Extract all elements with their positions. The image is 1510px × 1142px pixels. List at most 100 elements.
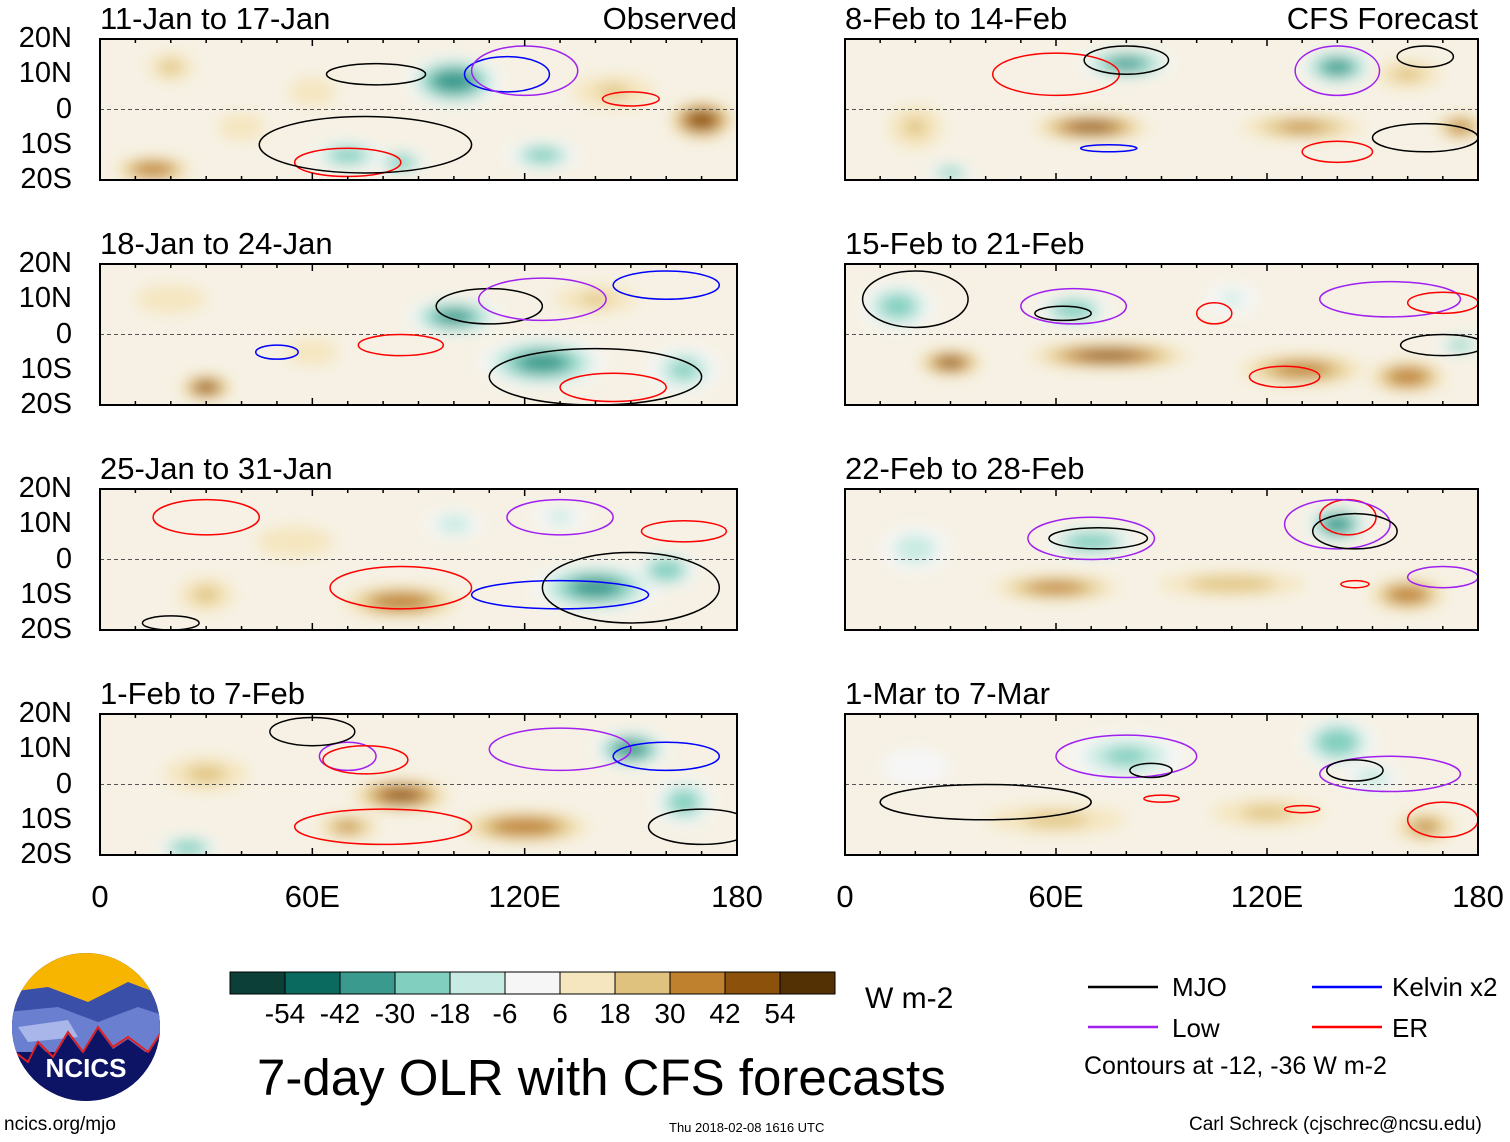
map-panel <box>100 264 737 405</box>
legend-low: Low <box>1172 1013 1220 1043</box>
olr-anomaly-blob <box>881 748 950 786</box>
column-label: Observed <box>602 1 737 36</box>
olr-anomaly-blob <box>1105 747 1148 765</box>
x-tick-label: 0 <box>836 879 854 914</box>
wave-contour <box>612 741 721 772</box>
wave-contour <box>254 344 299 360</box>
legend-kelvin: Kelvin x2 <box>1392 972 1498 1002</box>
x-tick-label: 120E <box>488 879 561 914</box>
y-tick-label: 0 <box>55 767 72 800</box>
wave-contour <box>1248 365 1321 389</box>
footer-timestamp: Thu 2018-02-08 1616 UTC <box>669 1120 825 1135</box>
x-tick-label: 60E <box>1028 879 1084 914</box>
wave-contour <box>152 498 261 536</box>
olr-anomaly-blob <box>432 69 476 93</box>
olr-anomaly-blob <box>1027 582 1085 594</box>
y-tick-label: 10S <box>20 352 72 385</box>
wave-contour <box>1283 804 1321 814</box>
map-panel <box>845 39 1478 180</box>
x-tick-label: 0 <box>91 879 109 914</box>
wave-contour <box>1319 280 1462 318</box>
olr-anomaly-blob <box>1281 122 1324 132</box>
colorbar-units: W m-2 <box>865 982 954 1015</box>
y-tick-label: 20S <box>20 838 72 870</box>
olr-anomaly-blob <box>337 822 359 832</box>
y-tick-label: 20N <box>18 247 72 279</box>
wave-contour <box>1020 287 1128 325</box>
wave-contour <box>1340 579 1370 589</box>
legend-mjo: MJO <box>1172 972 1227 1002</box>
wave-contour <box>1326 759 1384 782</box>
colorbar-swatch <box>339 971 396 995</box>
panel-title: 1-Mar to 7-Mar <box>845 676 1050 711</box>
y-tick-label: 20S <box>20 388 72 420</box>
wave-contour <box>141 615 200 630</box>
olr-anomaly-blob <box>435 309 473 325</box>
panel-title: 22-Feb to 28-Feb <box>845 451 1085 486</box>
olr-anomaly-blob <box>1387 368 1428 386</box>
olr-anomaly-blob <box>1392 67 1424 81</box>
y-tick-label: 20S <box>20 163 72 195</box>
olr-anomaly-blob <box>193 586 220 603</box>
olr-anomaly-blob <box>938 357 963 368</box>
colorbar-label: 54 <box>764 998 796 1029</box>
wave-contour <box>488 727 632 772</box>
olr-anomaly-blob <box>597 85 630 99</box>
y-tick-label: 0 <box>55 92 72 125</box>
olr-anomaly-blob <box>1108 57 1145 70</box>
wave-contour <box>1055 734 1198 779</box>
olr-anomaly-blob <box>436 515 472 533</box>
logo-text: NCICS <box>46 1053 127 1083</box>
map-panel <box>845 489 1478 630</box>
wave-contour <box>506 498 614 536</box>
map-panel <box>845 264 1478 405</box>
y-tick-label: 20N <box>18 472 72 504</box>
map-panel <box>845 714 1478 855</box>
olr-anomaly-blob <box>1322 59 1352 75</box>
y-tick-label: 0 <box>55 317 72 350</box>
wave-contour <box>1301 140 1374 164</box>
wave-contour <box>470 45 579 97</box>
wave-contour <box>647 808 737 846</box>
colorbar-label: 6 <box>552 998 568 1029</box>
olr-anomaly-blob <box>1066 533 1117 551</box>
wave-contour <box>861 270 969 329</box>
colorbar-label: 30 <box>654 998 686 1029</box>
colorbar-swatch <box>779 971 836 995</box>
olr-anomaly-blob <box>256 526 333 558</box>
olr-anomaly-blob <box>649 560 684 581</box>
wave-contour <box>1034 305 1092 322</box>
colorbar-label: -42 <box>319 998 361 1029</box>
olr-anomaly-blob <box>132 162 174 177</box>
y-tick-label: 20S <box>20 613 72 645</box>
colorbar-label: -54 <box>264 998 306 1029</box>
legend-er: ER <box>1392 1013 1429 1043</box>
y-tick-label: 20N <box>18 697 72 729</box>
olr-anomaly-blob <box>160 60 182 74</box>
footer-url[interactable]: ncics.org/mjo <box>4 1114 116 1135</box>
olr-anomaly-blob <box>687 111 717 129</box>
olr-anomaly-blob <box>1414 821 1436 833</box>
olr-anomaly-blob <box>671 361 697 379</box>
wave-contour <box>325 62 427 86</box>
olr-anomaly-blob <box>894 534 937 563</box>
wave-contour <box>318 741 377 772</box>
wave-contour <box>1406 291 1478 315</box>
wave-contour <box>541 551 721 624</box>
colorbar-label: 42 <box>709 998 741 1029</box>
wave-contour <box>463 55 551 93</box>
map-panel <box>100 39 737 180</box>
colorbar-label: -18 <box>429 998 471 1029</box>
olr-anomaly-blob <box>579 293 612 305</box>
olr-anomaly-blob <box>1188 577 1276 592</box>
panel-title: 11-Jan to 17-Jan <box>100 1 331 36</box>
panel-title: 25-Jan to 31-Jan <box>100 451 333 486</box>
colorbar-swatch <box>669 971 726 995</box>
wave-contour <box>1079 144 1138 153</box>
colorbar-swatch <box>449 971 506 995</box>
olr-anomaly-blob <box>289 78 336 106</box>
olr-anomaly-blob <box>1023 813 1089 827</box>
y-tick-label: 20N <box>18 22 72 54</box>
olr-anomaly-blob <box>939 168 962 178</box>
